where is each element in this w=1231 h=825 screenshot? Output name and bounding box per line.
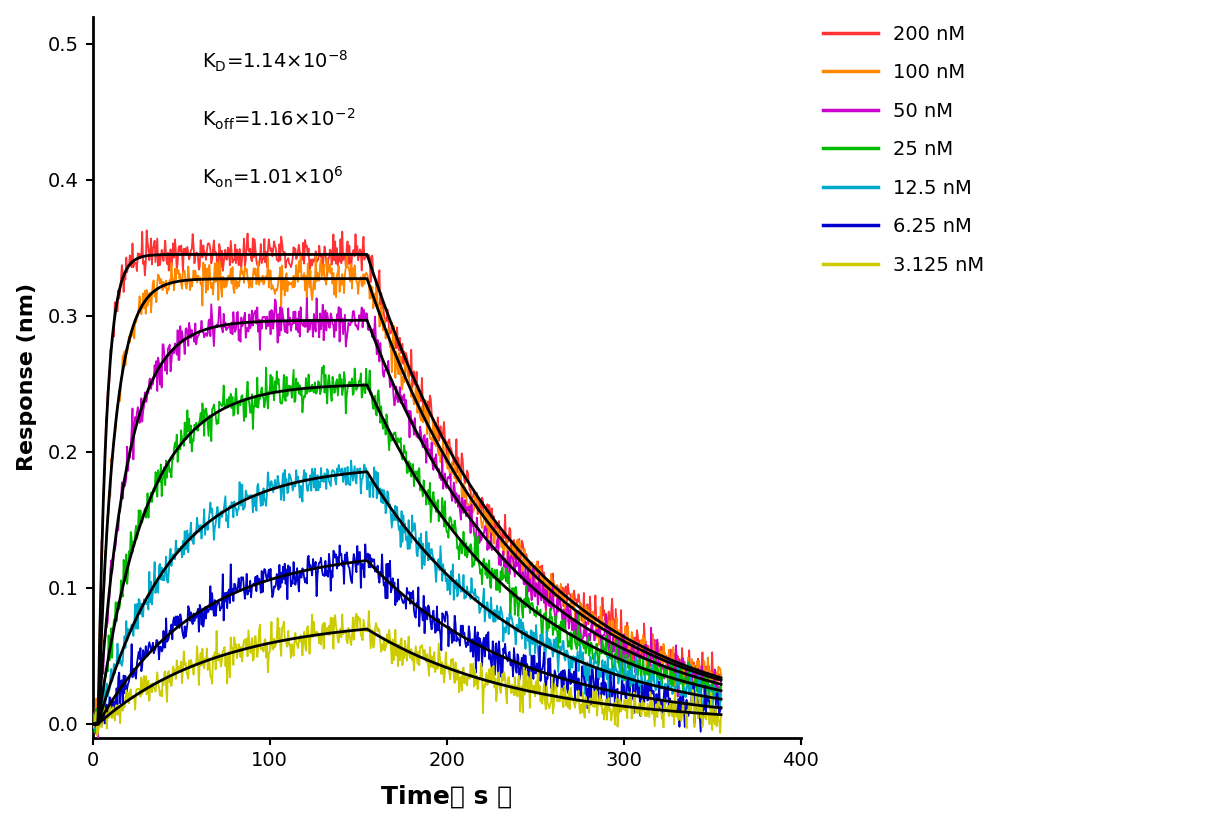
Text: K$_\mathregular{on}$=1.01×10$^{6}$: K$_\mathregular{on}$=1.01×10$^{6}$ (202, 164, 343, 190)
Legend: 200 nM, 100 nM, 50 nM, 25 nM, 12.5 nM, 6.25 nM, 3.125 nM: 200 nM, 100 nM, 50 nM, 25 nM, 12.5 nM, 6… (817, 19, 990, 280)
X-axis label: Time（ s ）: Time（ s ） (382, 785, 512, 808)
Text: K$_\mathregular{D}$=1.14×10$^{-8}$: K$_\mathregular{D}$=1.14×10$^{-8}$ (202, 50, 348, 74)
Y-axis label: Response (nm): Response (nm) (17, 283, 37, 471)
Text: K$_\mathregular{off}$=1.16×10$^{-2}$: K$_\mathregular{off}$=1.16×10$^{-2}$ (202, 106, 356, 132)
